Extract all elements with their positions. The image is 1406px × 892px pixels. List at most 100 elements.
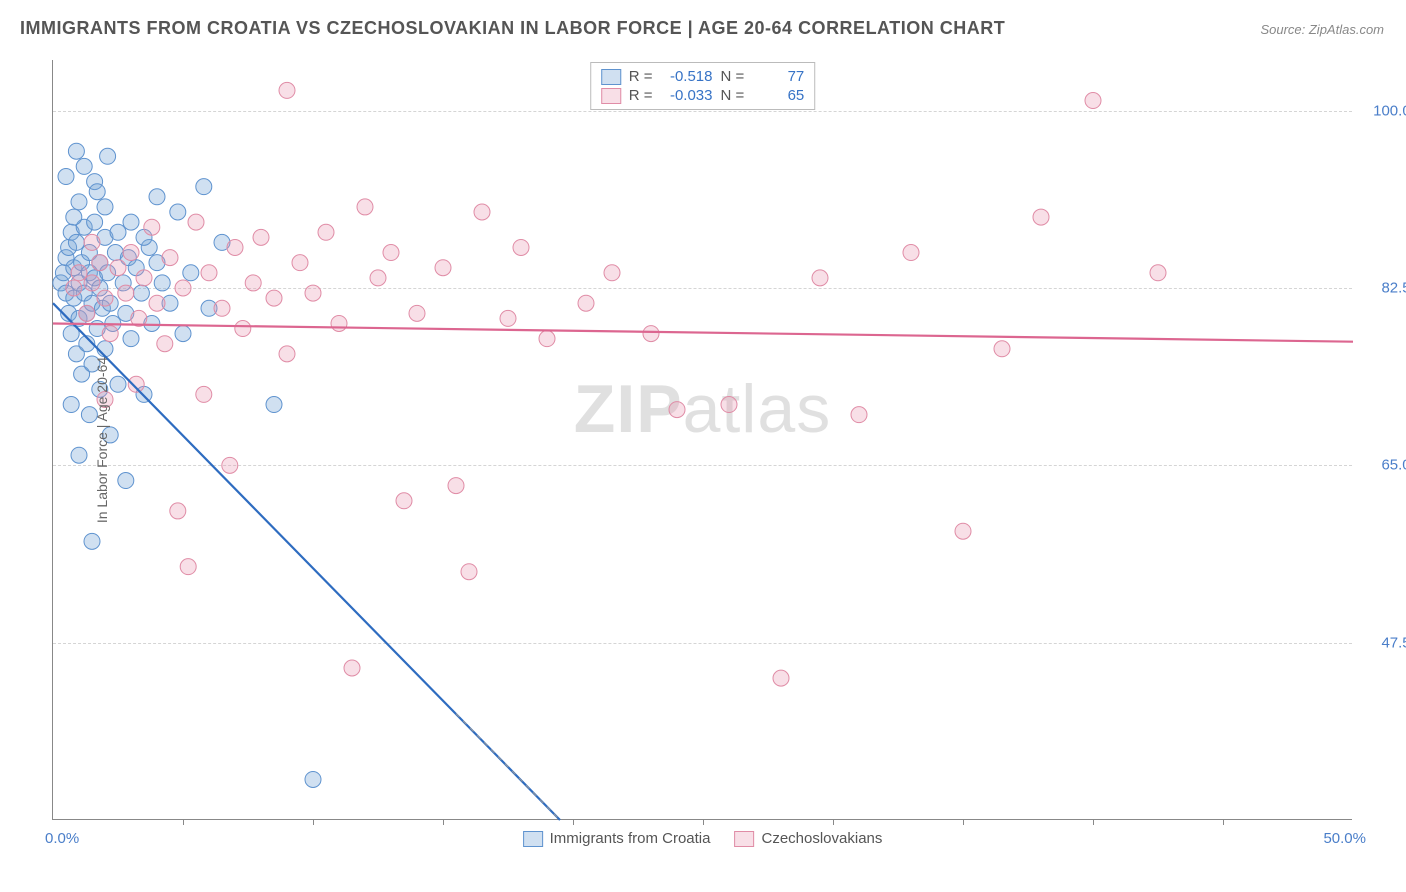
x-axis-min-label: 0.0% <box>45 830 79 847</box>
scatter-point <box>149 189 165 205</box>
x-tick <box>963 819 964 825</box>
n-label: N = <box>721 87 745 104</box>
scatter-point <box>292 255 308 271</box>
scatter-point <box>136 270 152 286</box>
x-tick <box>833 819 834 825</box>
scatter-point <box>63 397 79 413</box>
scatter-point <box>110 376 126 392</box>
scatter-point <box>66 209 82 225</box>
r-value-a: -0.518 <box>661 68 713 85</box>
legend-row-a: R = -0.518 N = 77 <box>601 67 805 86</box>
n-label: N = <box>721 68 745 85</box>
scatter-point <box>214 300 230 316</box>
x-tick <box>1093 819 1094 825</box>
scatter-point <box>118 285 134 301</box>
scatter-point <box>604 265 620 281</box>
scatter-point <box>305 285 321 301</box>
r-label: R = <box>629 87 653 104</box>
scatter-point <box>87 214 103 230</box>
scatter-point <box>71 194 87 210</box>
legend-swatch-a <box>601 69 621 85</box>
scatter-point <box>66 280 82 296</box>
scatter-point <box>102 326 118 342</box>
scatter-point <box>58 169 74 185</box>
scatter-point <box>539 331 555 347</box>
x-tick <box>183 819 184 825</box>
scatter-point <box>500 310 516 326</box>
scatter-point <box>183 265 199 281</box>
scatter-point <box>448 478 464 494</box>
x-axis-max-label: 50.0% <box>1323 830 1366 847</box>
scatter-point <box>669 402 685 418</box>
scatter-point <box>123 331 139 347</box>
legend-label-a: Immigrants from Croatia <box>550 830 711 847</box>
y-axis-title: In Labor Force | Age 20-64 <box>94 356 110 522</box>
n-value-b: 65 <box>752 87 804 104</box>
scatter-point <box>370 270 386 286</box>
y-tick-label: 82.5% <box>1364 280 1406 297</box>
scatter-point <box>128 376 144 392</box>
r-value-b: -0.033 <box>661 87 713 104</box>
n-value-a: 77 <box>752 68 804 85</box>
scatter-point <box>175 280 191 296</box>
legend-swatch-b <box>734 831 754 847</box>
scatter-point <box>97 290 113 306</box>
scatter-point <box>84 234 100 250</box>
scatter-point <box>133 285 149 301</box>
legend-item-a: Immigrants from Croatia <box>523 830 711 847</box>
scatter-point <box>100 148 116 164</box>
scatter-point <box>253 229 269 245</box>
scatter-point <box>170 204 186 220</box>
x-tick <box>313 819 314 825</box>
legend-swatch-b <box>601 88 621 104</box>
scatter-point <box>409 305 425 321</box>
scatter-point <box>89 184 105 200</box>
scatter-point <box>118 473 134 489</box>
scatter-point <box>1085 93 1101 109</box>
scatter-point <box>344 660 360 676</box>
plot-svg <box>53 60 1352 819</box>
scatter-point <box>71 447 87 463</box>
scatter-point <box>97 199 113 215</box>
plot-area: ZIPatlas 100.0%82.5%65.0%47.5% In Labor … <box>52 60 1352 820</box>
scatter-point <box>396 493 412 509</box>
chart-title: IMMIGRANTS FROM CROATIA VS CZECHOSLOVAKI… <box>20 18 1005 39</box>
scatter-point <box>578 295 594 311</box>
scatter-point <box>188 214 204 230</box>
scatter-point <box>68 234 84 250</box>
scatter-point <box>196 179 212 195</box>
scatter-point <box>279 82 295 98</box>
scatter-point <box>149 295 165 311</box>
series-legend: Immigrants from Croatia Czechoslovakians <box>523 830 883 847</box>
scatter-point <box>222 457 238 473</box>
scatter-point <box>383 245 399 261</box>
scatter-point <box>84 275 100 291</box>
scatter-point <box>955 523 971 539</box>
scatter-point <box>1033 209 1049 225</box>
scatter-point <box>196 386 212 402</box>
scatter-point <box>851 407 867 423</box>
x-tick <box>1223 819 1224 825</box>
scatter-point <box>279 346 295 362</box>
scatter-point <box>123 214 139 230</box>
scatter-point <box>227 239 243 255</box>
scatter-point <box>513 239 529 255</box>
scatter-point <box>903 245 919 261</box>
x-tick <box>443 819 444 825</box>
scatter-point <box>84 533 100 549</box>
scatter-point <box>235 321 251 337</box>
x-tick <box>703 819 704 825</box>
scatter-point <box>305 771 321 787</box>
scatter-point <box>773 670 789 686</box>
y-tick-label: 47.5% <box>1364 634 1406 651</box>
scatter-point <box>245 275 261 291</box>
scatter-point <box>357 199 373 215</box>
legend-label-b: Czechoslovakians <box>761 830 882 847</box>
scatter-point <box>331 315 347 331</box>
legend-row-b: R = -0.033 N = 65 <box>601 86 805 105</box>
scatter-point <box>97 341 113 357</box>
scatter-point <box>68 143 84 159</box>
scatter-point <box>994 341 1010 357</box>
scatter-point <box>721 397 737 413</box>
scatter-point <box>110 224 126 240</box>
